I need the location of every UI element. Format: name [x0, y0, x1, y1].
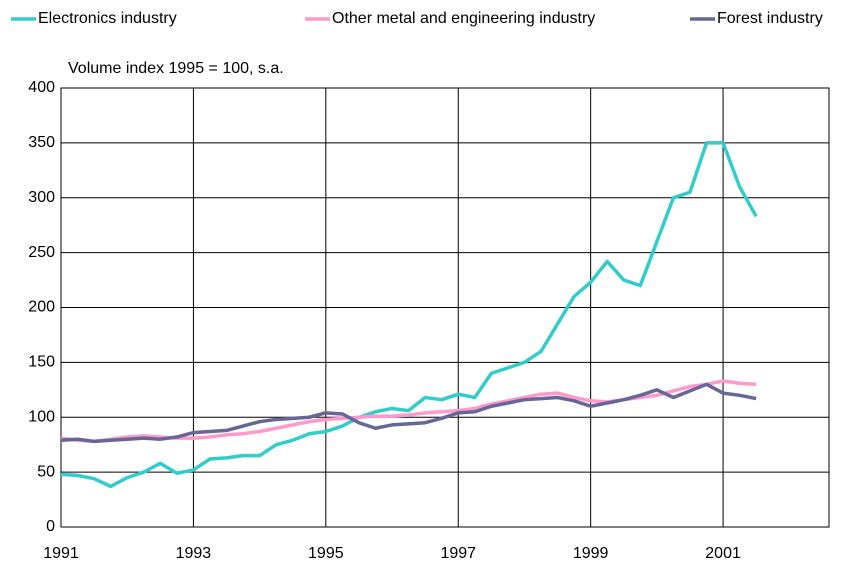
x-tick-label: 1999 [573, 545, 609, 562]
x-tick-label: 2001 [705, 545, 741, 562]
y-tick-label: 200 [28, 299, 55, 316]
y-tick-label: 0 [46, 518, 55, 535]
x-tick-label: 1997 [440, 545, 476, 562]
x-tick-label: 1991 [43, 545, 79, 562]
legend-label: Forest industry [717, 10, 823, 27]
series-line [60, 382, 757, 444]
y-tick-label: 250 [28, 244, 55, 261]
legend-label: Other metal and engineering industry [332, 10, 595, 27]
series-line [60, 141, 758, 489]
y-tick-label: 400 [28, 79, 55, 96]
y-axis-label: Volume index 1995 = 100, s.a. [68, 60, 284, 77]
y-tick-label: 350 [28, 134, 55, 151]
legend-label: Electronics industry [38, 10, 177, 27]
y-tick-label: 100 [28, 408, 55, 425]
x-tick-label: 1995 [308, 545, 344, 562]
y-tick-label: 150 [28, 354, 55, 371]
y-tick-label: 300 [28, 189, 55, 206]
y-tick-label: 50 [37, 463, 55, 480]
x-tick-label: 1993 [176, 545, 212, 562]
